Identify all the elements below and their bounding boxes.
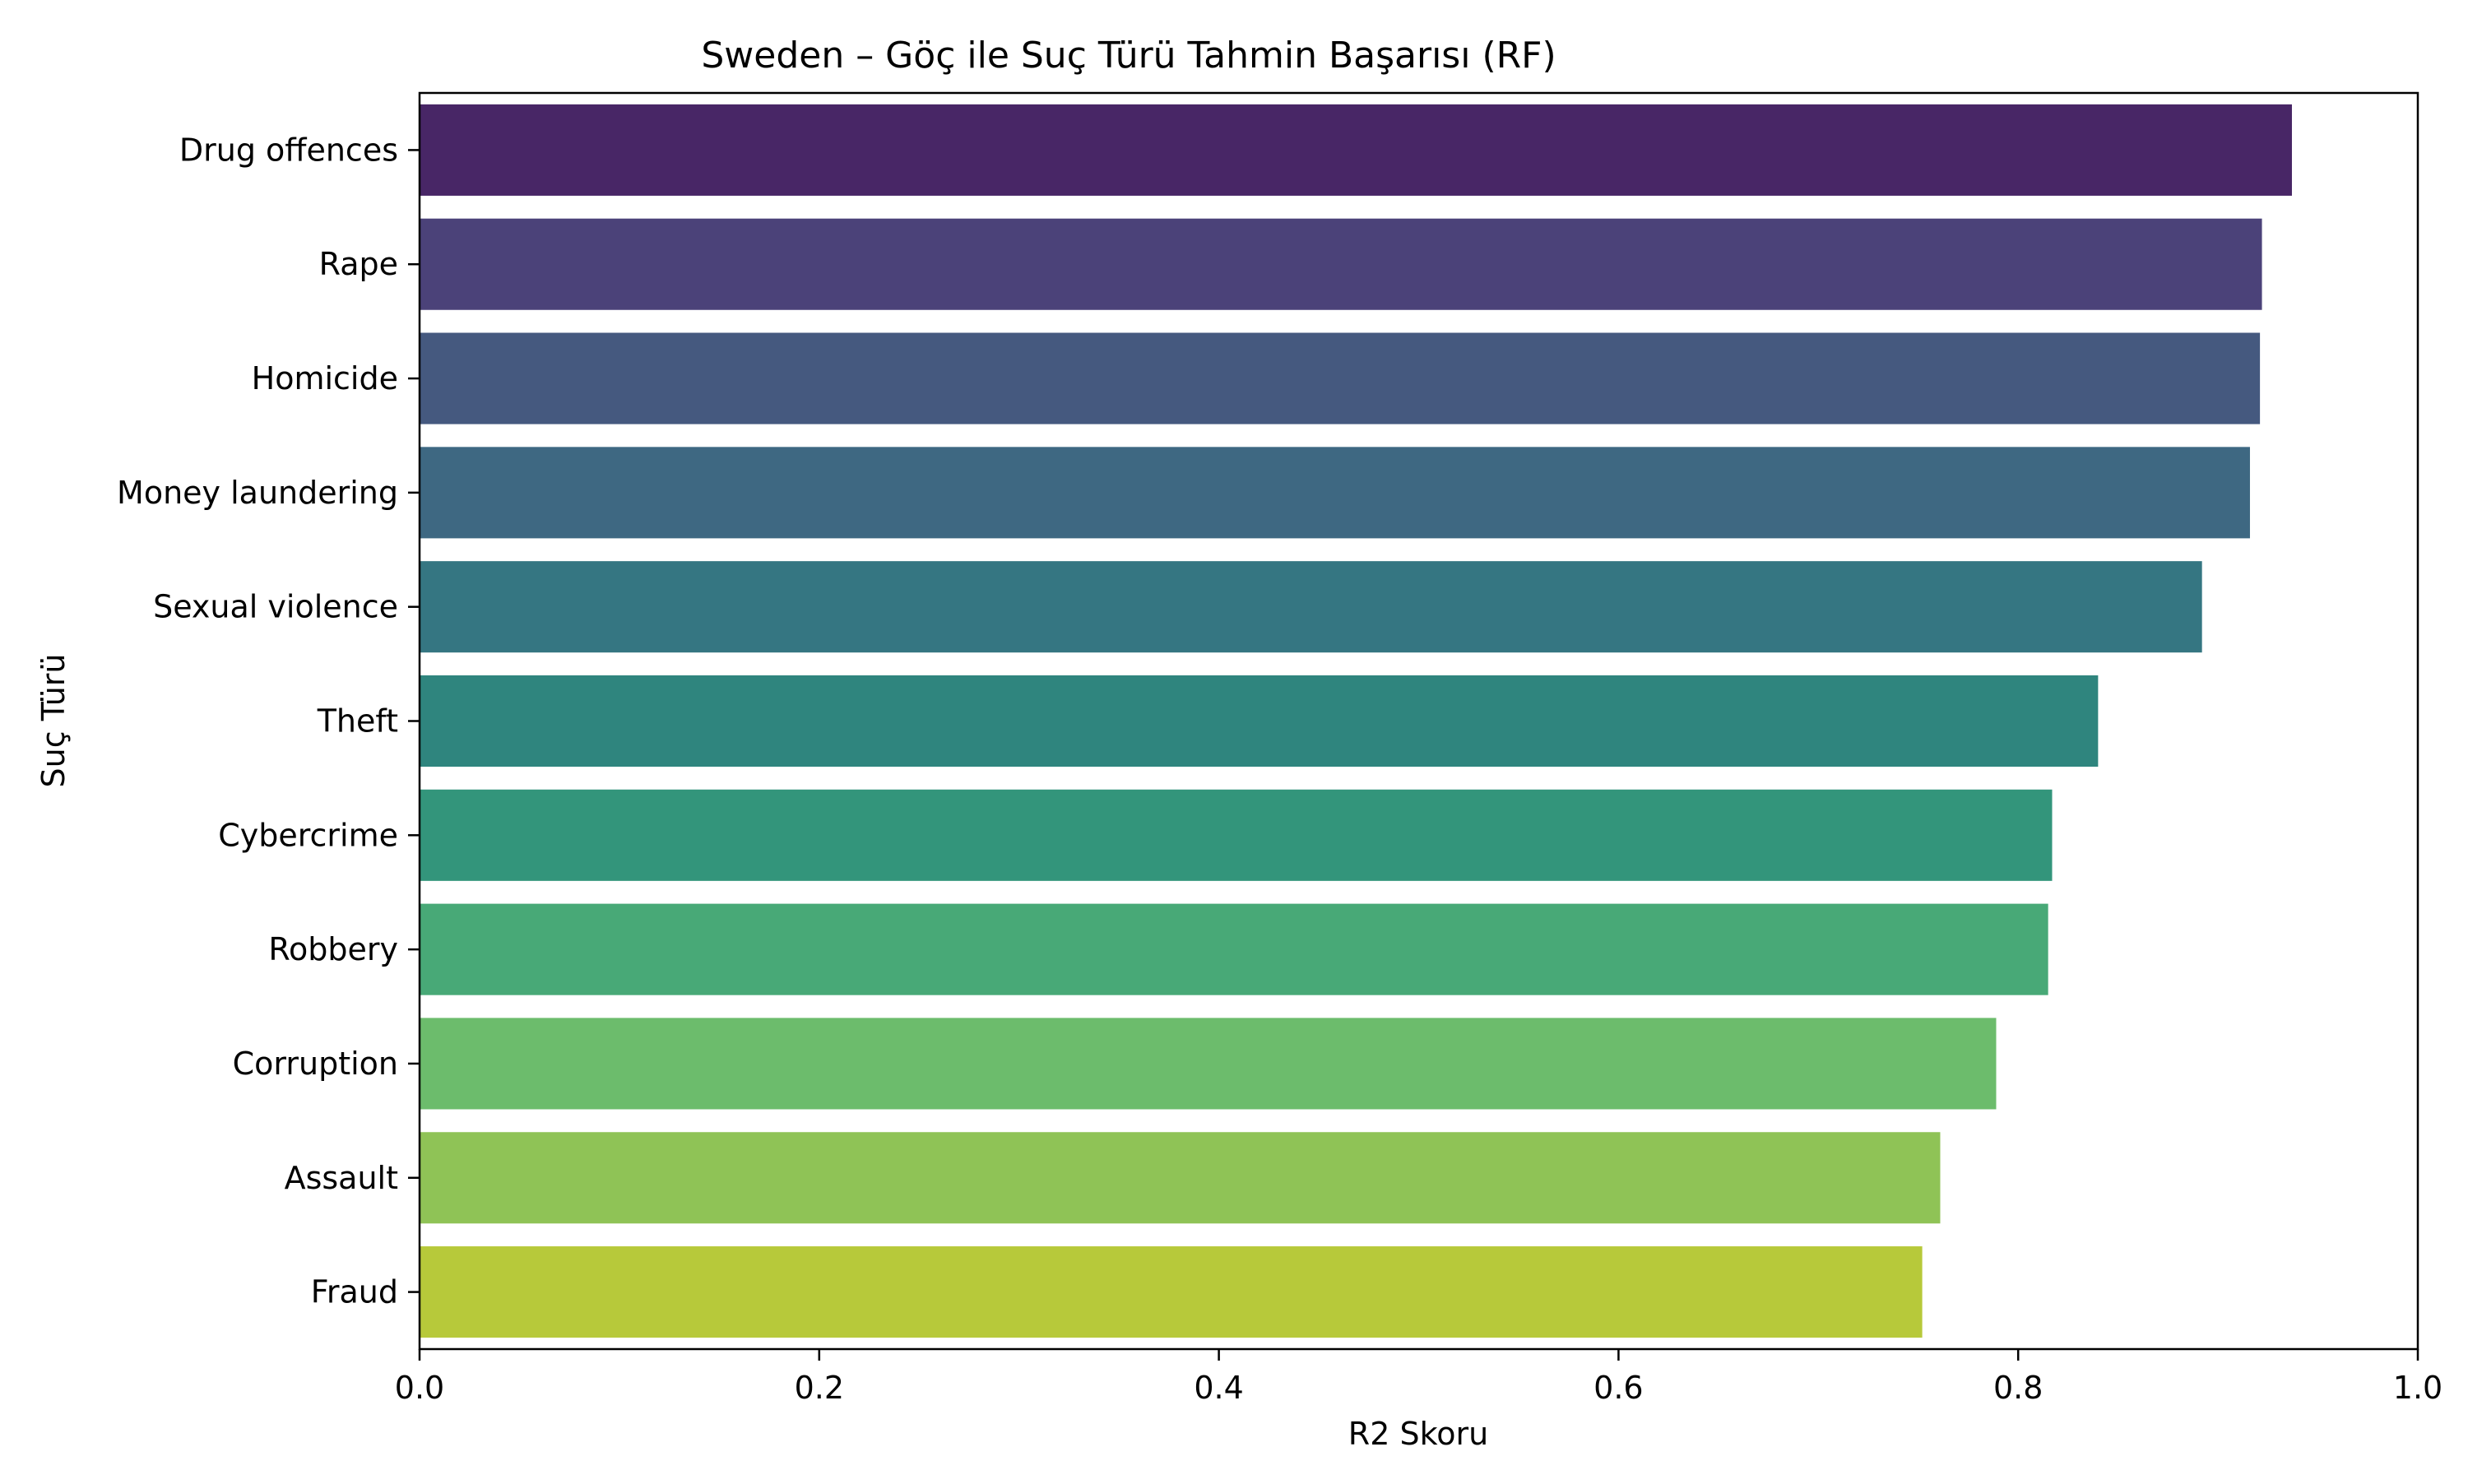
y-tick-label-money-laundering: Money laundering [117, 475, 398, 511]
y-tick-label-drug-offences: Drug offences [179, 132, 398, 168]
bar-sexual-violence [420, 561, 2202, 653]
y-tick-label-cybercrime: Cybercrime [218, 817, 398, 853]
y-ticks-group: Drug offences Rape Homicide Money launderin… [117, 132, 420, 1310]
x-tick-label: 0.8 [1993, 1370, 2043, 1406]
bar-homicide [420, 332, 2261, 424]
bar-robbery [420, 903, 2048, 995]
y-tick-label-rape: Rape [319, 246, 398, 282]
y-tick-label-robbery: Robbery [268, 931, 398, 967]
plot-frame [418, 91, 2419, 1351]
bar-drug-offences [420, 104, 2292, 196]
x-tick-label: 0.2 [795, 1370, 844, 1406]
x-axis-label: R2 Skoru [1348, 1416, 1488, 1452]
x-tick-label: 1.0 [2393, 1370, 2442, 1406]
bar-rape [420, 218, 2262, 310]
x-ticks-group: 0.0 0.2 0.4 0.6 0.8 1.0 [395, 1349, 2442, 1406]
y-tick-label-sexual-violence: Sexual violence [153, 589, 398, 625]
bar-assault [420, 1132, 1941, 1224]
bar-theft [420, 675, 2099, 768]
bar-corruption [420, 1018, 1997, 1110]
x-tick-label: 0.0 [395, 1370, 444, 1406]
y-axis-label: Suç Türü [35, 654, 72, 788]
bars-group [420, 104, 2292, 1338]
bar-money-laundering [420, 447, 2250, 539]
x-tick-label: 0.6 [1594, 1370, 1643, 1406]
y-tick-label-homicide: Homicide [252, 360, 398, 397]
y-tick-label-theft: Theft [317, 703, 398, 740]
y-tick-label-fraud: Fraud [311, 1274, 398, 1310]
y-tick-label-corruption: Corruption [233, 1046, 398, 1082]
x-tick-label: 0.4 [1194, 1370, 1243, 1406]
bar-fraud [420, 1246, 1923, 1338]
bar-cybercrime [420, 789, 2053, 881]
y-tick-label-assault: Assault [285, 1160, 398, 1196]
chart-title: Sweden – Göç ile Suç Türü Tahmin Başarıs… [701, 35, 1556, 77]
